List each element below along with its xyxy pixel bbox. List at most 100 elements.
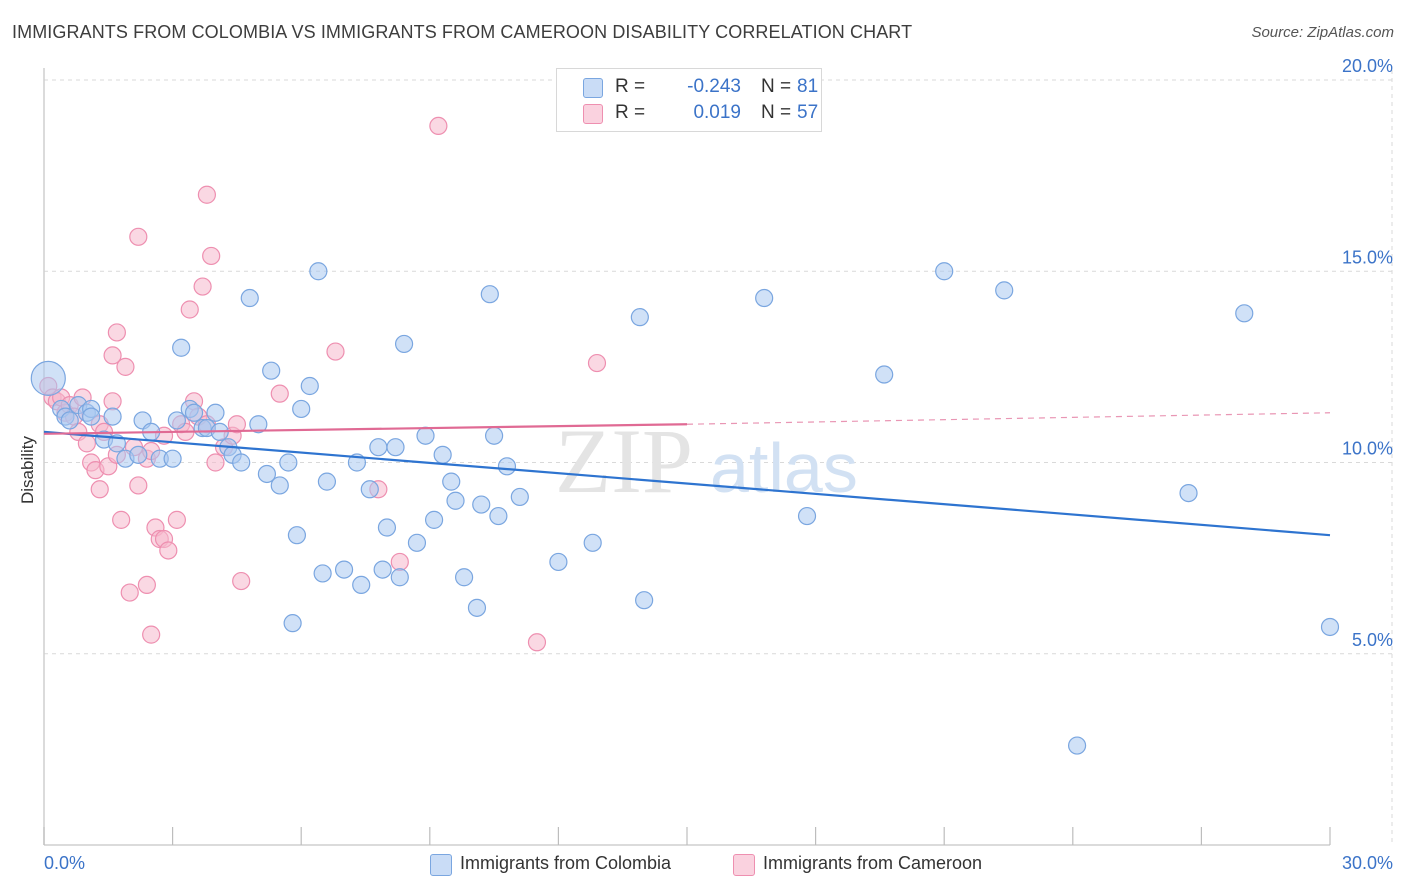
- colombia-point: [60, 411, 79, 430]
- r-label: R =: [615, 76, 646, 97]
- colombia-trendline: [43, 430, 1331, 537]
- y-tick-label: 20.0%: [1342, 56, 1393, 76]
- colombia-point: [446, 491, 465, 510]
- colombia-point: [797, 506, 817, 526]
- cameroon-point: [193, 277, 212, 296]
- colombia-point: [485, 426, 504, 445]
- cameroon-swatch: [583, 104, 603, 124]
- cameroon-point: [142, 625, 161, 644]
- colombia-point: [480, 285, 499, 304]
- r-value: -0.243: [687, 76, 741, 97]
- cameroon-point: [202, 246, 221, 266]
- y-tick-label: 5.0%: [1352, 630, 1393, 650]
- gridlines: [44, 70, 1393, 845]
- colombia-point: [935, 262, 954, 281]
- colombia-point: [352, 575, 371, 595]
- cameroon-point: [103, 392, 122, 411]
- colombia-point: [300, 376, 319, 396]
- colombia-point: [995, 281, 1014, 300]
- n-value: 81: [797, 76, 819, 97]
- cameroon-trendline: [43, 423, 688, 435]
- cameroon-point: [167, 510, 186, 529]
- colombia-point: [369, 438, 388, 457]
- cameroon-legend-swatch: [733, 854, 755, 876]
- colombia-point: [257, 464, 277, 484]
- cameroon-point: [197, 185, 216, 204]
- colombia-point: [82, 407, 101, 426]
- colombia-point: [360, 480, 379, 499]
- colombia-point: [630, 308, 649, 327]
- colombia-point: [1067, 736, 1087, 755]
- cameroon-point: [116, 357, 135, 376]
- cameroon-point: [112, 510, 131, 529]
- cameroon-point: [326, 342, 345, 361]
- colombia-point: [583, 533, 602, 552]
- colombia-point: [292, 399, 311, 419]
- x-tick-label: 30.0%: [1342, 853, 1393, 873]
- tick-labels: 5.0% 10.0% 15.0% 20.0% 0.0% 30.0%: [44, 56, 1393, 873]
- y-tick-label: 15.0%: [1342, 247, 1393, 267]
- chart-title: IMMIGRANTS FROM COLOMBIA VS IMMIGRANTS F…: [12, 22, 913, 42]
- colombia-point: [1235, 304, 1254, 323]
- colombia-point: [172, 338, 191, 357]
- legend-label: Immigrants from Cameroon: [763, 853, 983, 873]
- colombia-point: [1320, 617, 1340, 637]
- colombia-point: [454, 568, 474, 587]
- cameroon-point: [232, 571, 251, 591]
- r-value: 0.019: [693, 102, 741, 123]
- colombia-point: [755, 288, 774, 308]
- colombia-point: [416, 426, 435, 445]
- colombia-point: [442, 472, 461, 491]
- axes: [43, 68, 1331, 846]
- cameroon-point: [129, 227, 148, 246]
- colombia-point: [103, 407, 122, 426]
- trendlines: [43, 412, 1331, 537]
- colombia-point: [510, 487, 529, 507]
- cameroon-point: [107, 323, 126, 342]
- colombia-point: [334, 560, 354, 579]
- colombia-point: [283, 614, 302, 633]
- cameroon-point: [137, 575, 156, 595]
- y-tick-label: 10.0%: [1342, 439, 1393, 459]
- colombia-point: [270, 476, 289, 495]
- colombia-point: [232, 453, 251, 472]
- colombia-point: [875, 365, 894, 384]
- n-label: N =: [761, 76, 792, 97]
- colombia-point: [309, 262, 328, 281]
- colombia-point: [386, 438, 405, 457]
- colombia-point: [1179, 484, 1198, 503]
- colombia-point: [433, 445, 452, 464]
- colombia-point: [163, 449, 182, 468]
- cameroon-point: [429, 116, 448, 136]
- colombia-point: [407, 533, 427, 552]
- source-credit: Source: ZipAtlas.com: [1251, 24, 1394, 41]
- watermark-atlas: atlas: [710, 429, 858, 507]
- colombia-point: [317, 472, 337, 491]
- colombia-point: [184, 403, 204, 422]
- cameroon-point: [206, 453, 225, 472]
- colombia-point: [262, 361, 281, 380]
- colombia-point: [287, 526, 307, 545]
- x-tick-label: 0.0%: [44, 853, 85, 873]
- colombia-point: [167, 411, 186, 430]
- colombia-legend-swatch: [430, 854, 452, 876]
- cameroon-point: [90, 480, 109, 499]
- cameroon-trendline-extension: [686, 412, 1331, 425]
- colombia-swatch: [583, 78, 603, 98]
- colombia-point: [373, 560, 392, 579]
- colombia-point: [206, 403, 225, 422]
- cameroon-point: [120, 583, 139, 602]
- cameroon-point: [527, 633, 547, 652]
- cameroon-point: [180, 300, 199, 319]
- stats-box: R = -0.243 N = 81 R = 0.019 N = 57: [556, 68, 822, 132]
- colombia-point: [240, 288, 259, 308]
- colombia-point: [394, 334, 414, 354]
- colombia-point: [377, 518, 397, 537]
- n-value: 57: [797, 102, 819, 123]
- colombia-point: [30, 360, 66, 396]
- cameroon-point: [129, 476, 148, 495]
- r-label: R =: [615, 102, 646, 123]
- colombia-points: [30, 262, 1340, 755]
- cameroon-point: [77, 434, 96, 453]
